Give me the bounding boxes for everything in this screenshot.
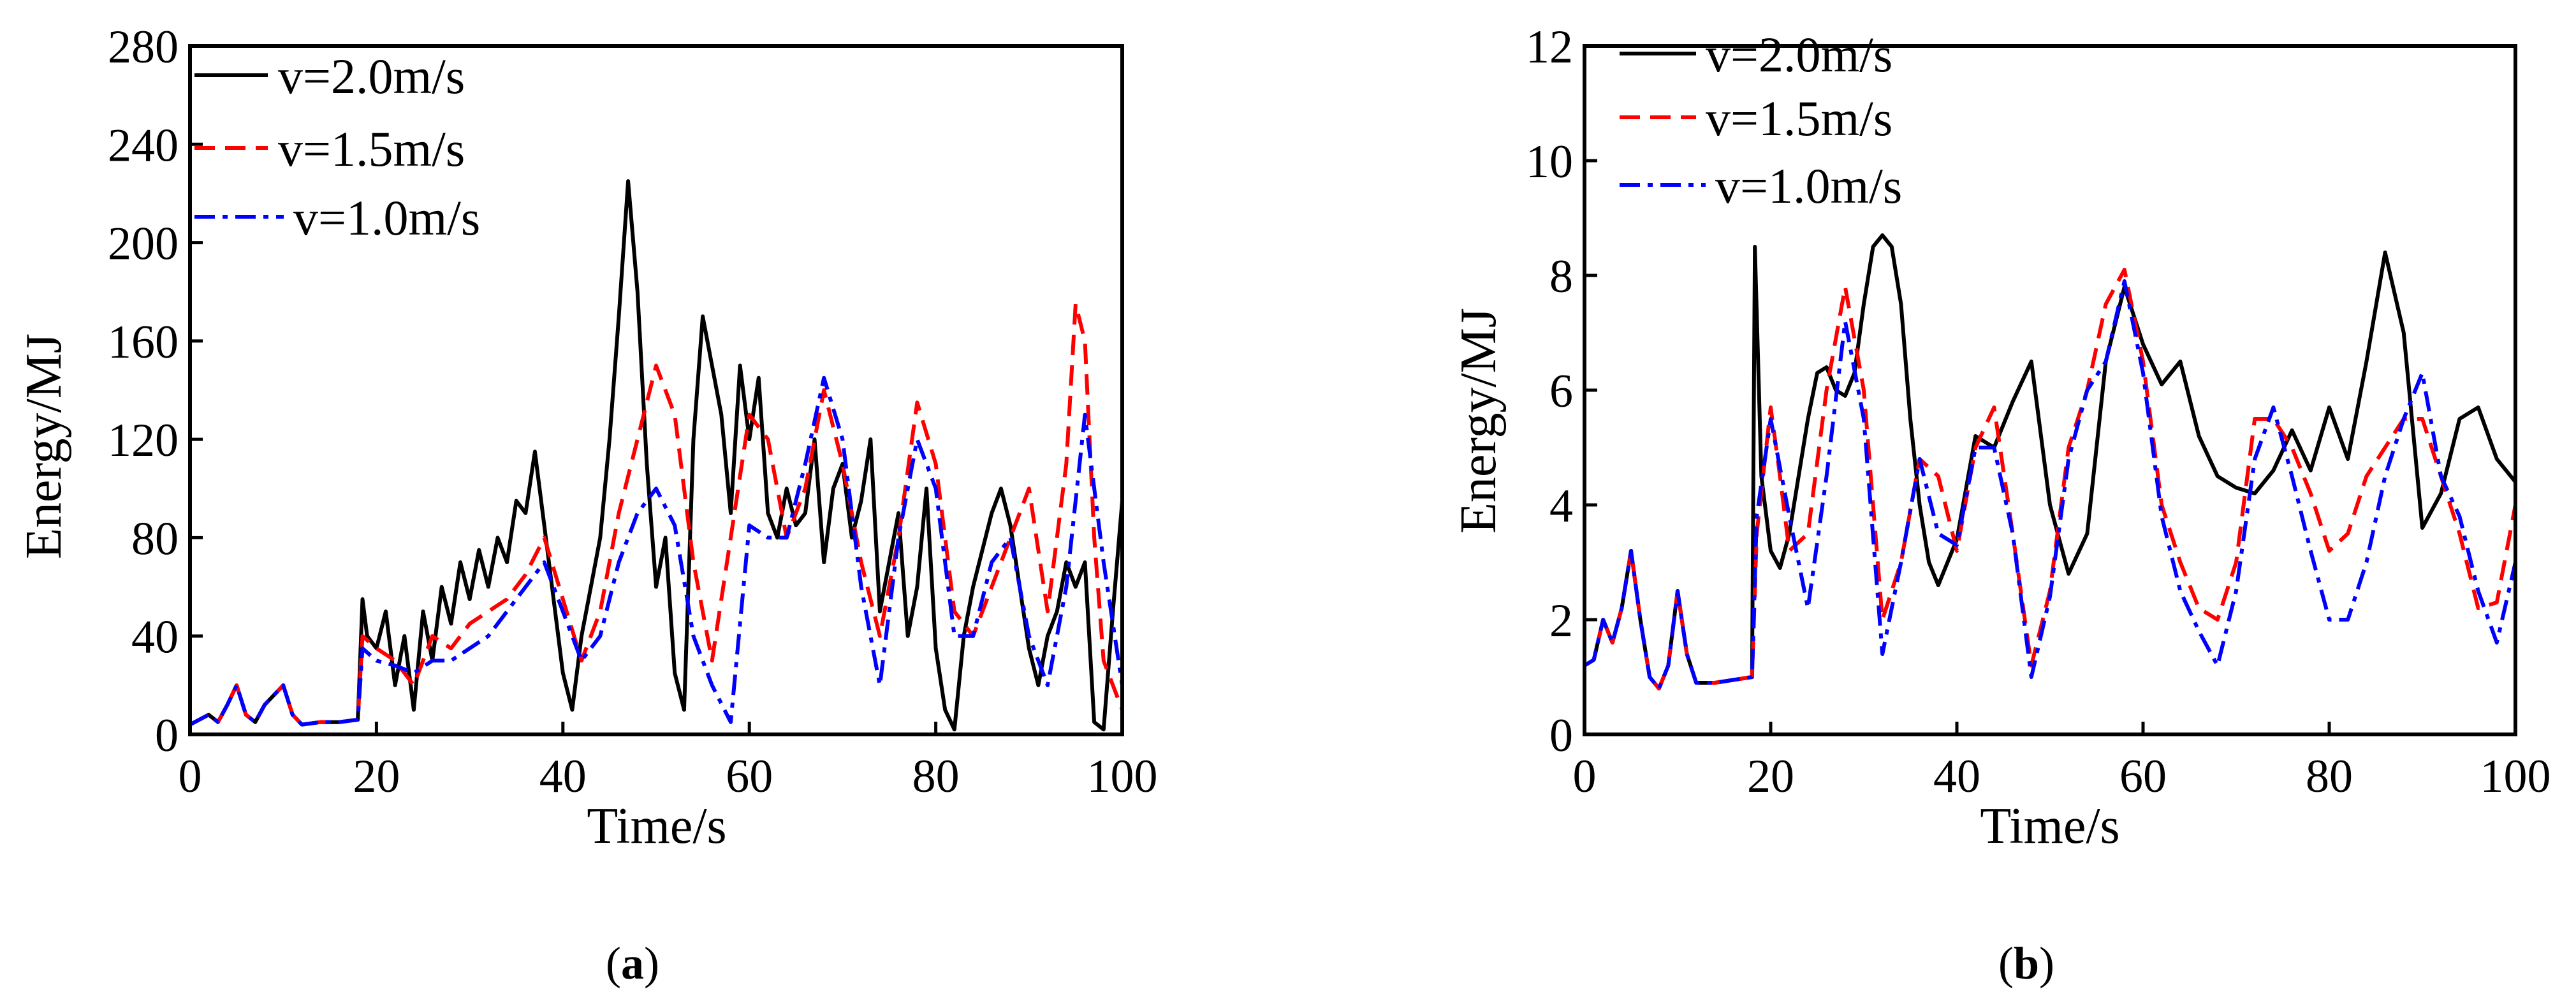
x-tick-label-b-4: 80: [2306, 750, 2353, 803]
y-tick-label-a-2: 80: [131, 513, 179, 565]
y-tick-label-b-6: 12: [1526, 21, 1573, 73]
y-tick-label-b-1: 2: [1549, 595, 1573, 647]
x-tick-label-a-5: 100: [1087, 750, 1158, 803]
chart-panel-a: 0 20 40 60 80 100 0 40 80 120 160 200 240 280 Energy/…: [16, 21, 1158, 989]
y-tick-label-b-2: 4: [1549, 480, 1573, 532]
y-tick-label-a-6: 240: [108, 119, 179, 171]
legend-label-a-1: v=1.5m/s: [278, 121, 465, 177]
y-tick-label-a-3: 120: [108, 414, 179, 467]
legend-label-b-1: v=1.5m/s: [1706, 91, 1892, 146]
x-tick-label-a-2: 40: [539, 750, 587, 803]
plot-frame-b: [1583, 44, 2517, 736]
x-tick-label-b-0: 0: [1573, 750, 1597, 803]
y-tick-label-b-4: 8: [1549, 251, 1573, 303]
axis-ticks-b: 0 20 40 60 80 100 0 2 4 6 8 10 12: [1526, 21, 2551, 803]
y-axis-label-a: Energy/MJ: [16, 333, 72, 559]
y-tick-label-a-5: 200: [108, 218, 179, 270]
y-axis-label-b: Energy/MJ: [1451, 308, 1507, 534]
series-line-b-0: [1583, 233, 2517, 690]
series-line-b-2: [1583, 279, 2517, 690]
x-tick-label-b-2: 40: [1933, 750, 1980, 803]
y-tick-label-a-4: 160: [108, 316, 179, 368]
series-line-a-0: [189, 179, 1124, 732]
x-tick-label-a-4: 80: [912, 750, 960, 803]
series-line-a-2: [189, 375, 1124, 727]
y-tick-label-b-5: 10: [1526, 136, 1573, 188]
y-tick-label-a-0: 0: [155, 710, 179, 762]
y-tick-label-b-3: 6: [1549, 365, 1573, 418]
x-axis-label-b: Time/s: [1980, 798, 2119, 854]
panel-label-b: (b): [1998, 938, 2054, 989]
axis-ticks-a: 0 20 40 60 80 100 0 40 80 120 160 200 240 280: [108, 21, 1158, 803]
y-tick-label-a-1: 40: [131, 611, 179, 664]
series-line-b-1: [1583, 268, 2517, 690]
y-tick-label-b-0: 0: [1549, 710, 1573, 762]
plot-frame-a: [188, 44, 1124, 736]
x-tick-label-a-0: 0: [179, 750, 202, 803]
legend-label-b-0: v=2.0m/s: [1706, 27, 1892, 82]
chart-panel-b: 0 20 40 60 80 100 0 2 4 6 8 10 12 Energy/MJ Time/s v…: [1451, 21, 2551, 989]
legend-label-a-2: v=1.0m/s: [293, 190, 480, 245]
series-line-a-1: [189, 302, 1124, 727]
x-axis-label-a: Time/s: [587, 798, 726, 854]
x-tick-label-b-5: 100: [2480, 750, 2551, 803]
legend-label-b-2: v=1.0m/s: [1715, 158, 1902, 214]
series-lines-a: [189, 179, 1124, 732]
series-lines-b: [1583, 233, 2517, 690]
x-tick-label-a-1: 20: [353, 750, 400, 803]
legend-b: v=2.0m/s v=1.5m/s v=1.0m/s: [1620, 27, 1902, 214]
x-tick-label-b-3: 60: [2119, 750, 2167, 803]
x-tick-label-a-3: 60: [726, 750, 773, 803]
x-tick-label-b-1: 20: [1747, 750, 1794, 803]
legend-a: v=2.0m/s v=1.5m/s v=1.0m/s: [194, 48, 480, 245]
panel-label-a: (a): [606, 938, 659, 989]
y-tick-label-a-7: 280: [108, 21, 179, 73]
legend-label-a-0: v=2.0m/s: [278, 48, 465, 104]
